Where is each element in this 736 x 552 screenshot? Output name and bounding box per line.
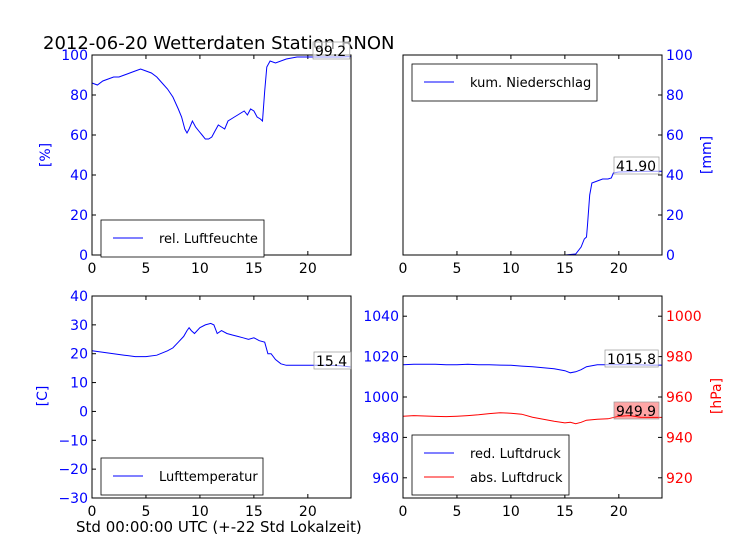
temperature-axes-frame [91, 295, 352, 499]
precipitation-y-tick-label: 100 [666, 48, 693, 64]
humidity-y-tick-label: 0 [79, 248, 88, 264]
precipitation-y-axis-label: [mm] [699, 136, 715, 174]
pressure-y-tick-label: 1040 [363, 309, 399, 325]
humidity-x-tick-label: 0 [88, 261, 97, 277]
precipitation-y-tick-label: 40 [666, 168, 684, 184]
precipitation-x-tick-label: 15 [556, 261, 574, 277]
humidity-value-box [312, 41, 351, 60]
pressure-last-value-label: 1015.8 [607, 352, 656, 368]
precipitation-legend-label: kum. Niederschlag [470, 76, 591, 91]
precipitation-series-line [403, 170, 663, 256]
precipitation-x-tick-label: 10 [502, 261, 520, 277]
humidity-y-tick-label: 20 [70, 208, 88, 224]
pressure-series-line [402, 412, 662, 425]
pressure-y-tick-label: 980 [372, 430, 399, 446]
temperature-x-tick-label: 5 [141, 504, 150, 520]
temperature-y-tick-label: 40 [70, 289, 88, 305]
precipitation-x-tick-label: 5 [452, 261, 461, 277]
temperature-y-tick-label: 20 [70, 347, 88, 363]
humidity-x-tick-label: 20 [299, 261, 317, 277]
pressure-x-tick-label: 5 [452, 504, 461, 520]
pressure-value-box [613, 401, 660, 420]
pressure-y-tick-label: 1020 [363, 350, 399, 366]
temperature-x-tick-label: 20 [299, 504, 317, 520]
precipitation-value-box [613, 156, 660, 175]
temperature-y-tick-label: −10 [58, 433, 88, 449]
humidity-x-tick-label: 15 [245, 261, 263, 277]
precipitation-y-tick-label: 0 [666, 248, 675, 264]
pressure-legend-box [411, 434, 570, 496]
temperature-x-tick-label: 10 [191, 504, 209, 520]
pressure-last-value-label: 949.9 [616, 404, 656, 420]
temperature-y-tick-label: 10 [70, 376, 88, 392]
precipitation-x-tick-label: 20 [610, 261, 628, 277]
pressure-legend-label: abs. Luftdruck [470, 471, 563, 486]
pressure-x-tick-label: 15 [556, 504, 574, 520]
temperature-last-value-label: 15.4 [316, 354, 347, 370]
precipitation-y-tick-label: 20 [666, 208, 684, 224]
pressure-y-tick-label: 1000 [363, 390, 399, 406]
humidity-series-line [91, 56, 352, 140]
pressure-y-tick-label: 1000 [666, 309, 702, 325]
temperature-x-tick-label: 0 [88, 504, 97, 520]
pressure-axes-frame [402, 295, 663, 499]
temperature-x-tick-label: 15 [245, 504, 263, 520]
humidity-y-tick-label: 100 [61, 48, 88, 64]
pressure-x-tick-label: 10 [502, 504, 520, 520]
pressure-y-tick-label: 960 [372, 471, 399, 487]
pressure-y-tick-label: 940 [666, 430, 693, 446]
pressure-x-tick-label: 0 [399, 504, 408, 520]
humidity-y-tick-label: 40 [70, 168, 88, 184]
precipitation-x-tick-label: 0 [399, 261, 408, 277]
figure-title: 2012-06-20 Wetterdaten Station RNON [43, 33, 394, 54]
temperature-legend-label: Lufttemperatur [159, 470, 258, 485]
pressure-y-tick-label: 980 [666, 350, 693, 366]
humidity-x-tick-label: 10 [191, 261, 209, 277]
pressure-value-box [604, 349, 659, 368]
x-axis-footer-label: Std 00:00:00 UTC (+-22 Std Lokalzeit) [76, 518, 362, 536]
precipitation-axes-frame [402, 54, 663, 256]
temperature-y-tick-label: 30 [70, 318, 88, 334]
pressure-x-tick-label: 20 [610, 504, 628, 520]
pressure-y-tick-label: 960 [666, 390, 693, 406]
humidity-y-axis-label: [%] [38, 143, 54, 167]
temperature-y-tick-label: −30 [58, 491, 88, 507]
pressure-y-tick-label: 920 [666, 471, 693, 487]
pressure-y-axis-label: [hPa] [709, 378, 725, 414]
temperature-series-line [91, 322, 352, 368]
temperature-value-box [313, 351, 352, 370]
humidity-y-tick-label: 80 [70, 88, 88, 104]
temperature-y-tick-label: −20 [58, 462, 88, 478]
precipitation-y-tick-label: 60 [666, 128, 684, 144]
humidity-last-value-label: 99.2 [315, 44, 346, 60]
pressure-legend-label: red. Luftdruck [470, 447, 561, 462]
temperature-y-tick-label: 0 [79, 404, 88, 420]
humidity-legend-label: rel. Luftfeuchte [159, 232, 258, 247]
humidity-x-tick-label: 5 [141, 261, 150, 277]
temperature-y-axis-label: [C] [35, 386, 51, 407]
precipitation-y-tick-label: 80 [666, 88, 684, 104]
humidity-y-tick-label: 60 [70, 128, 88, 144]
precipitation-last-value-label: 41.90 [616, 159, 656, 175]
